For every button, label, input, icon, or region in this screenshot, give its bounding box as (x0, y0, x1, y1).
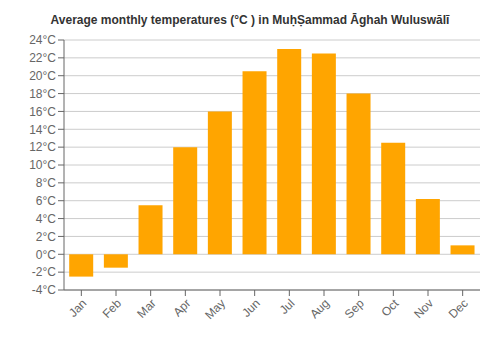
svg-text:Apr: Apr (170, 296, 193, 319)
svg-text:Jun: Jun (239, 296, 263, 320)
svg-text:22°C: 22°C (29, 51, 56, 65)
svg-text:0°C: 0°C (36, 248, 56, 262)
svg-text:8°C: 8°C (36, 176, 56, 190)
svg-text:10°C: 10°C (29, 158, 56, 172)
svg-text:2°C: 2°C (36, 230, 56, 244)
svg-text:Jan: Jan (66, 296, 90, 320)
svg-text:May: May (202, 296, 228, 322)
svg-text:20°C: 20°C (29, 69, 56, 83)
svg-text:12°C: 12°C (29, 140, 56, 154)
svg-text:14°C: 14°C (29, 123, 56, 137)
svg-text:4°C: 4°C (36, 212, 56, 226)
html-text:Average monthly temperatures (: Average monthly temperatures (°C ) in Mu… (50, 13, 450, 27)
svg-text:16°C: 16°C (29, 105, 56, 119)
svg-text:Nov: Nov (411, 296, 436, 321)
svg-text:Feb: Feb (100, 296, 125, 321)
svg-text:Aug: Aug (307, 296, 332, 321)
svg-text:Sep: Sep (342, 296, 367, 321)
svg-text:Dec: Dec (446, 296, 471, 321)
svg-text:Mar: Mar (134, 296, 159, 321)
svg-text:-2°C: -2°C (32, 265, 56, 279)
svg-text:Oct: Oct (378, 296, 402, 320)
svg-text:Jul: Jul (277, 296, 298, 317)
svg-text:18°C: 18°C (29, 87, 56, 101)
svg-text:6°C: 6°C (36, 194, 56, 208)
svg-text:24°C: 24°C (29, 33, 56, 47)
svg-text:-4°C: -4°C (32, 283, 56, 297)
